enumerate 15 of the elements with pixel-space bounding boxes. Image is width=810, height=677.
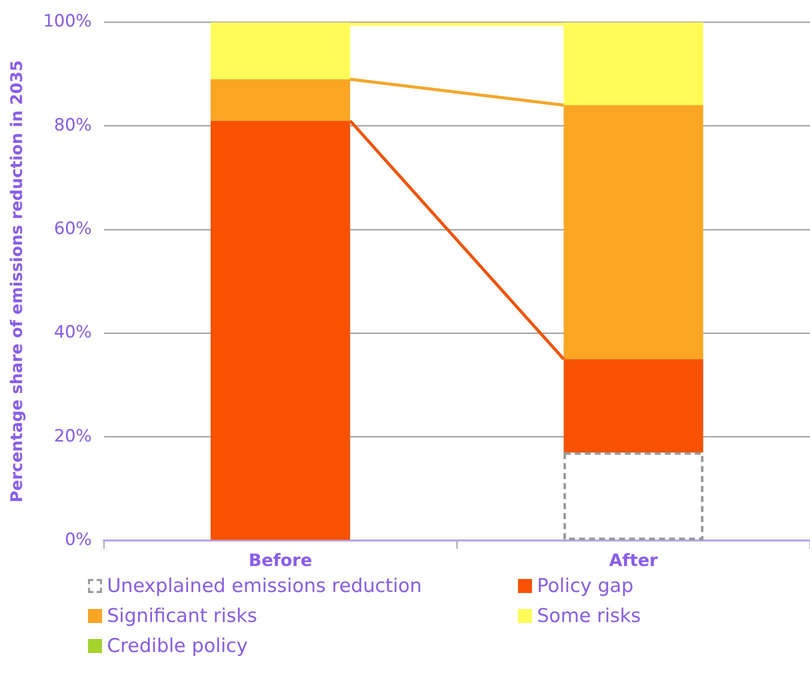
legend-label: Policy gap bbox=[537, 575, 634, 597]
x-tick-label: Before bbox=[248, 551, 312, 572]
y-tick-label: 100% bbox=[43, 12, 92, 32]
legend-label: Credible policy bbox=[107, 635, 248, 657]
x-tick-label: After bbox=[609, 551, 658, 572]
legend-label: Unexplained emissions reduction bbox=[107, 575, 422, 597]
y-axis-title: Percentage share of emissions reduction in 2035 bbox=[6, 60, 26, 503]
bar bbox=[563, 452, 704, 540]
legend-label: Some risks bbox=[537, 605, 641, 627]
legend-label: Significant risks bbox=[107, 605, 258, 627]
y-tick-label: 40% bbox=[54, 322, 92, 343]
y-tick-label: 20% bbox=[54, 426, 92, 446]
y-tick-label: 60% bbox=[54, 218, 92, 239]
y-tick-label: 0% bbox=[64, 530, 92, 550]
y-tick-label: 80% bbox=[54, 115, 92, 136]
